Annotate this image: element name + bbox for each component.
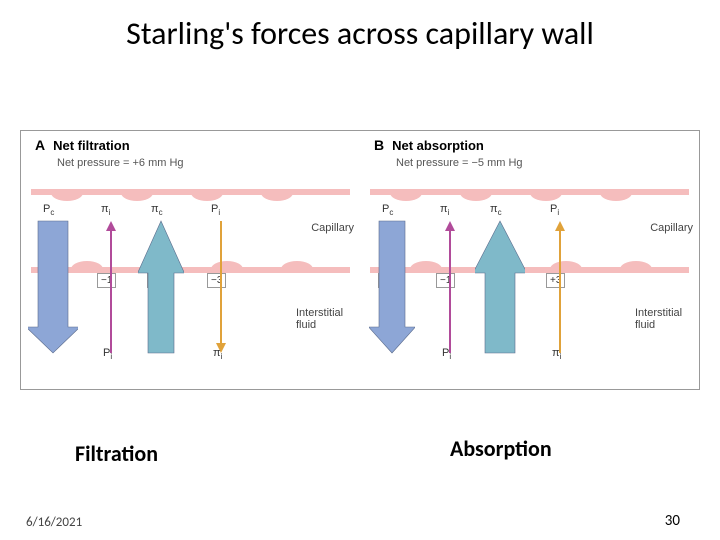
interstitial-label: Interstitial fluid (296, 307, 354, 331)
bump (600, 193, 632, 201)
bump (261, 193, 293, 201)
interstitial-label: Interstitial fluid (635, 307, 693, 331)
force-symbol: Pc (382, 203, 393, 217)
bump (281, 261, 313, 269)
force-symbol: Pi (550, 203, 559, 217)
bumps-top (370, 193, 689, 203)
bumps-bottom (370, 261, 689, 271)
force-symbol: πc (151, 203, 163, 217)
absorption-label: Absorption (450, 435, 552, 462)
force-arrow (435, 217, 465, 357)
starling-diagram: A Net filtration Net pressure = +6 mm Hg Ca… (20, 130, 700, 390)
panel-header: A Net filtration Net pressure = +6 mm Hg (35, 137, 184, 169)
force-arrow (28, 217, 78, 357)
force-symbol: πi (101, 203, 110, 217)
force-arrow (206, 217, 236, 357)
capillary-label: Capillary (650, 222, 693, 234)
force-arrow (369, 217, 415, 357)
force-symbol-bottom: Pi (103, 347, 112, 361)
panel-a: A Net filtration Net pressure = +6 mm Hg Ca… (21, 131, 360, 389)
filtration-label: Filtration (75, 440, 158, 467)
panel-name: Net filtration (53, 138, 130, 153)
panel-header: B Net absorption Net pressure = −5 mm Hg (374, 137, 523, 169)
panel-sub: Net pressure = +6 mm Hg (57, 157, 184, 169)
force-arrow (96, 217, 126, 357)
bump (460, 193, 492, 201)
panel-letter: A (35, 137, 45, 153)
slide-title: Starling's forces across capillary wall (0, 14, 720, 53)
panel-b: B Net absorption Net pressure = −5 mm Hg Ca… (360, 131, 699, 389)
panel-letter: B (374, 137, 384, 153)
force-symbol-bottom: πi (552, 347, 561, 361)
force-symbol: Pc (43, 203, 54, 217)
bump (530, 193, 562, 201)
force-symbol: πi (440, 203, 449, 217)
force-symbol: Pi (211, 203, 220, 217)
bump (620, 261, 652, 269)
force-symbol-bottom: Pi (442, 347, 451, 361)
bumps-top (31, 193, 350, 203)
panel-name: Net absorption (392, 138, 484, 153)
capillary-label: Capillary (311, 222, 354, 234)
bump (390, 193, 422, 201)
footer-date: 6/16/2021 (26, 515, 82, 530)
bump (51, 193, 83, 201)
bumps-bottom (31, 261, 350, 271)
force-arrow (138, 217, 184, 357)
page-number: 30 (665, 512, 680, 530)
bump (191, 193, 223, 201)
bump (121, 193, 153, 201)
panel-sub: Net pressure = −5 mm Hg (396, 157, 523, 169)
force-symbol-bottom: πi (213, 347, 222, 361)
force-arrow (475, 217, 525, 357)
force-arrow (545, 217, 575, 357)
force-symbol: πc (490, 203, 502, 217)
